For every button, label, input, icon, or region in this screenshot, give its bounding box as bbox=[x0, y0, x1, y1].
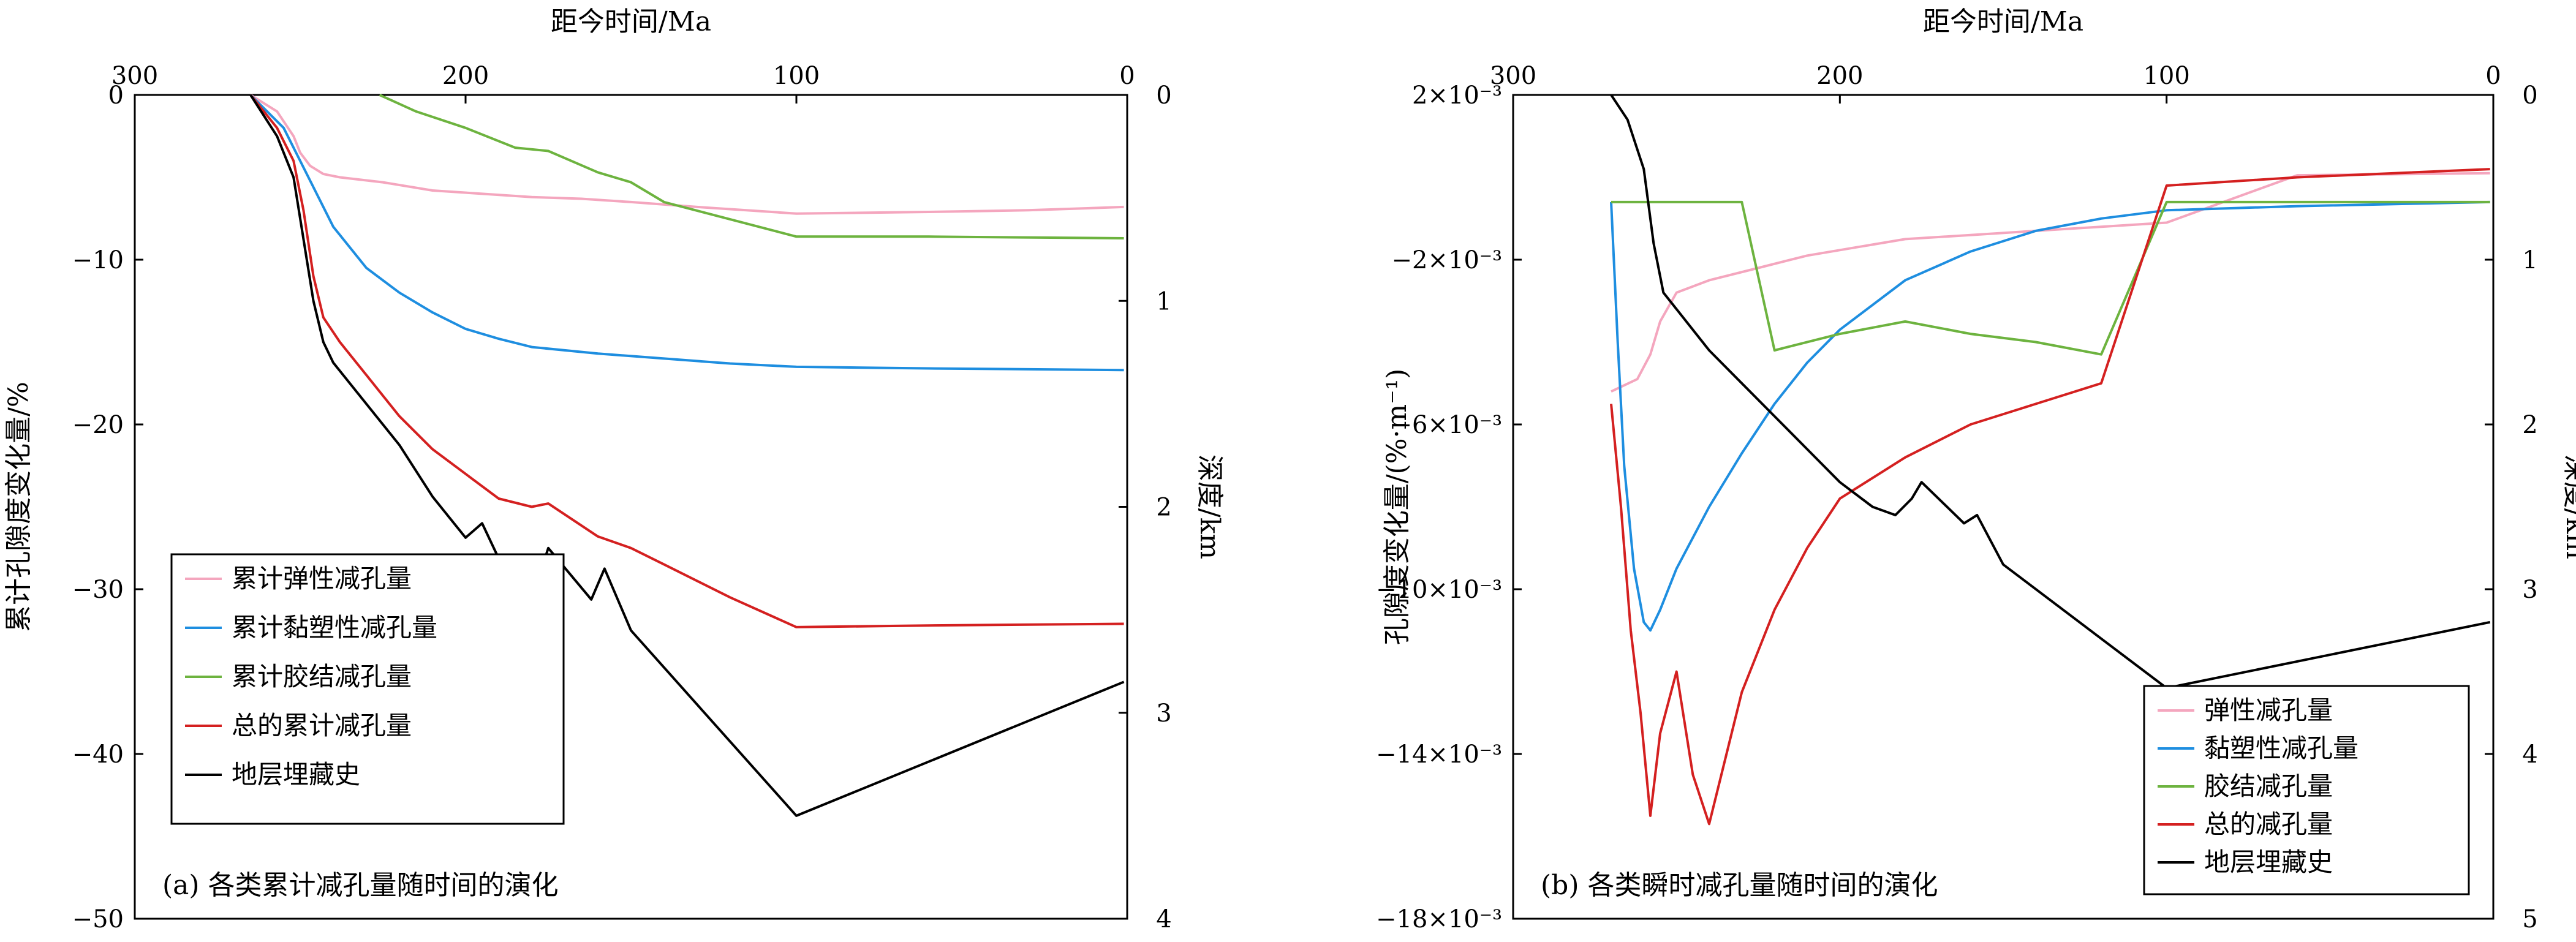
series-line-2 bbox=[1610, 200, 2490, 632]
y2-tick-label: 5 bbox=[2522, 905, 2537, 933]
y-tick-label: −2×10⁻³ bbox=[1391, 246, 1502, 274]
series-line-4 bbox=[249, 94, 1124, 628]
panel-caption: (a) 各类累计减孔量随时间的演化 bbox=[162, 870, 559, 901]
series-line-2 bbox=[249, 94, 1124, 372]
y2-tick-label: 3 bbox=[2522, 576, 2537, 604]
chart-panel-a: 300 200 100 00−10−20−30−40−5001234距今时间/Ma累计… bbox=[3, 6, 1225, 933]
y2-axis-title: 深度/km bbox=[1194, 454, 1225, 559]
legend-label: 弹性减孔量 bbox=[2204, 695, 2333, 725]
y2-tick-label: 0 bbox=[1156, 81, 1171, 110]
legend-label: 总的减孔量 bbox=[2204, 809, 2333, 839]
y-tick-label: −14×10⁻³ bbox=[1376, 740, 1502, 769]
series-line-5 bbox=[1610, 94, 2491, 690]
legend-label: 地层埋藏史 bbox=[232, 759, 360, 789]
y-tick-label: −30 bbox=[72, 576, 124, 604]
panel-caption: (b) 各类瞬时减孔量随时间的演化 bbox=[1541, 870, 1938, 901]
x-tick-label: 100 bbox=[2143, 62, 2189, 90]
y-axis-title: 孔隙度变化量/(%·m⁻¹) bbox=[1381, 369, 1413, 646]
y-tick-label: 0 bbox=[108, 81, 124, 110]
y2-tick-label: 1 bbox=[1156, 287, 1171, 315]
y-tick-label: −40 bbox=[72, 740, 124, 769]
series-line-1 bbox=[249, 94, 1124, 215]
series-line-3 bbox=[1611, 200, 2490, 356]
x-tick-label: 200 bbox=[442, 62, 489, 90]
legend-label: 累计弹性减孔量 bbox=[232, 563, 412, 593]
legend-label: 累计胶结减孔量 bbox=[232, 661, 412, 691]
legend-label: 总的累计减孔量 bbox=[232, 710, 412, 740]
series-line-5 bbox=[249, 94, 1125, 817]
y2-tick-label: 4 bbox=[2522, 740, 2537, 769]
x-tick-label: 200 bbox=[1816, 62, 1863, 90]
y2-tick-label: 1 bbox=[2522, 246, 2537, 274]
series-line-4 bbox=[1610, 168, 2490, 826]
x-tick-label: 300 bbox=[1490, 62, 1536, 90]
y-tick-label: −18×10⁻³ bbox=[1376, 905, 1502, 933]
legend-box bbox=[170, 553, 565, 825]
y2-tick-label: 2 bbox=[2522, 411, 2537, 439]
y-tick-label: −20 bbox=[72, 411, 124, 439]
x-tick-label: 0 bbox=[2485, 62, 2501, 90]
x-tick-label: 100 bbox=[773, 62, 820, 90]
legend-label: 地层埋藏史 bbox=[2204, 847, 2333, 877]
y2-tick-label: 0 bbox=[2522, 81, 2537, 110]
legend-box bbox=[2143, 685, 2470, 895]
y2-tick-label: 3 bbox=[1156, 699, 1171, 728]
x-axis-title: 距今时间/Ma bbox=[1923, 6, 2083, 37]
plot-frame bbox=[1512, 94, 2495, 920]
y-tick-label: −50 bbox=[72, 905, 124, 933]
series-line-1 bbox=[1611, 171, 2490, 393]
legend-label: 累计黏塑性减孔量 bbox=[232, 612, 437, 642]
y2-tick-label: 2 bbox=[1156, 494, 1171, 522]
y-axis-title: 累计孔隙度变化量/% bbox=[3, 382, 34, 632]
x-tick-label: 0 bbox=[1119, 62, 1135, 90]
y-tick-label: −6×10⁻³ bbox=[1391, 411, 1502, 439]
y-tick-label: −10×10⁻³ bbox=[1376, 576, 1502, 604]
x-axis-title: 距今时间/Ma bbox=[551, 6, 711, 37]
series-line-3 bbox=[379, 94, 1124, 239]
chart-panel-b: 300 200 100 0 2×10⁻³ −2×10⁻³ −6×10⁻³ −10×10⁻³ −1… bbox=[1376, 6, 2576, 933]
y-tick-label: 2×10⁻³ bbox=[1412, 81, 1502, 110]
y2-tick-label: 4 bbox=[1156, 905, 1171, 933]
legend-label: 黏塑性减孔量 bbox=[2204, 733, 2359, 763]
y2-axis-title: 深度/km bbox=[2560, 454, 2576, 559]
y-tick-label: −10 bbox=[72, 246, 124, 274]
x-tick-label: 300 bbox=[111, 62, 158, 90]
legend-label: 胶结减孔量 bbox=[2204, 771, 2333, 801]
